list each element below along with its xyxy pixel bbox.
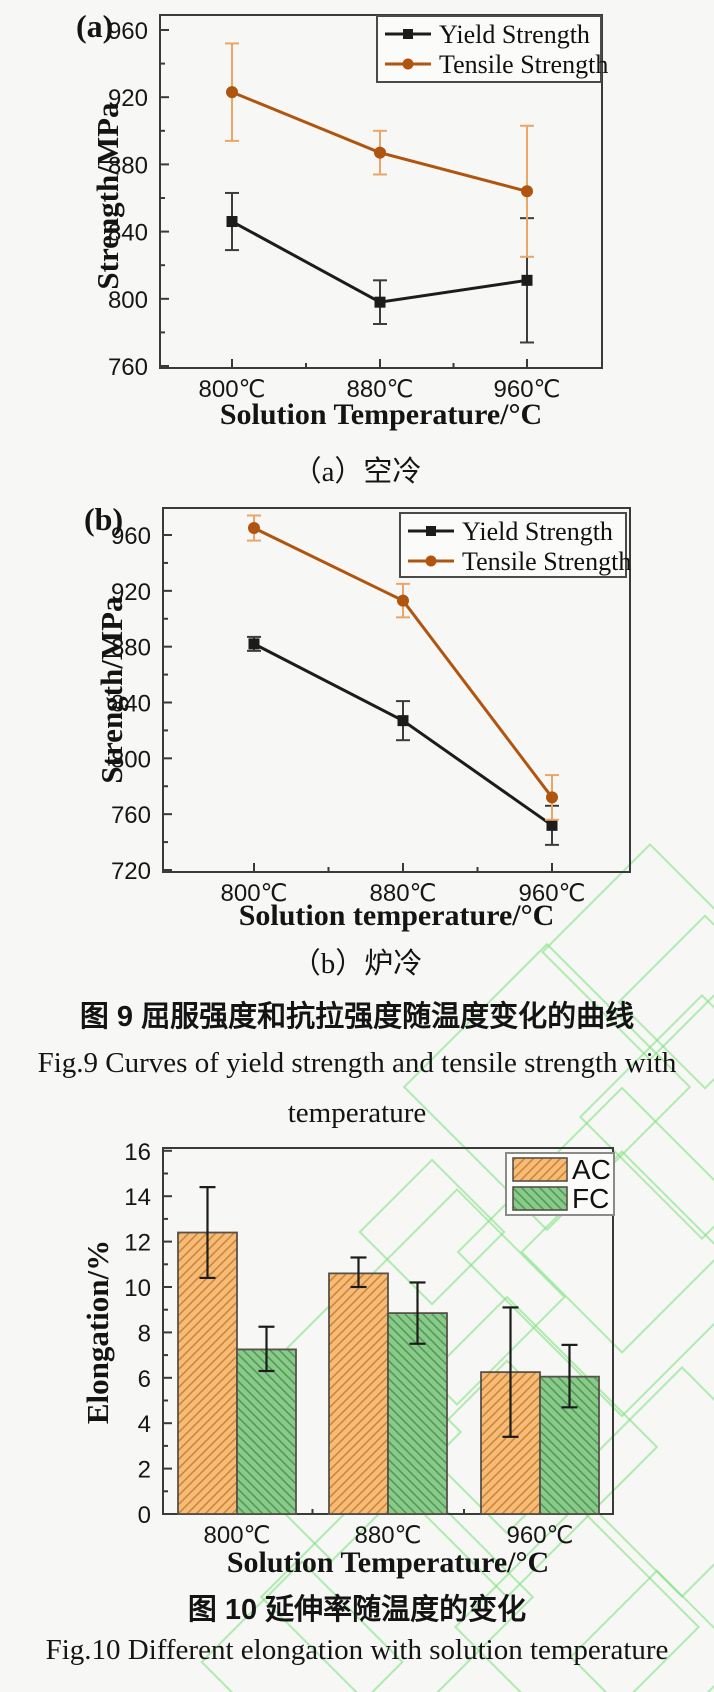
panel-label-b: (b)	[84, 501, 124, 537]
bar-hatch	[388, 1313, 447, 1514]
y-tick-label: 800	[108, 287, 148, 314]
y-tick-label: 800	[111, 746, 151, 773]
circle-marker	[402, 58, 414, 70]
y-axis-title-fig9b: Strength/MPa	[94, 596, 129, 784]
square-marker	[546, 819, 558, 831]
x-tick-label: 960℃	[507, 1522, 574, 1549]
x-axis-title-fig9b: Solution temperature/°C	[238, 899, 555, 932]
legend-label: FC	[572, 1183, 609, 1214]
legend-box	[399, 512, 627, 578]
legend-swatch-border	[512, 1157, 568, 1182]
circle-marker	[546, 791, 558, 804]
y-tick-label: 14	[124, 1184, 151, 1211]
y-axis-title-fig10: Elongation/%	[80, 1239, 115, 1425]
square-marker	[248, 638, 260, 650]
figure10-caption-zh: 图 10 延伸率随温度的变化	[187, 1594, 527, 1626]
y-tick-label: 840	[108, 220, 148, 247]
circle-marker	[226, 86, 238, 99]
y-tick-label: 2	[138, 1457, 151, 1484]
x-axis-title-fig9a: Solution Temperature/°C	[219, 398, 543, 431]
square-marker	[403, 29, 413, 39]
x-tick-label: 800℃	[221, 880, 288, 907]
x-axis-title-fig10: Solution Temperature/°C	[226, 1546, 550, 1579]
y-tick-label: 0	[138, 1502, 151, 1529]
square-marker	[374, 296, 386, 308]
y-tick-label: 760	[108, 354, 148, 381]
circle-marker	[397, 594, 409, 607]
y-tick-label: 10	[124, 1275, 151, 1302]
legend-label: Yield Strength	[439, 20, 590, 49]
fig9a-line-chart: 760 800 840 880 920 960 800℃ 880℃ 960℃ Yield Stre…	[108, 14, 608, 403]
y-axis-title-fig9a: Strength/MPa	[90, 102, 125, 290]
fig9b-series-yield-strength	[247, 635, 559, 846]
y-tick-label: 720	[111, 858, 151, 885]
panel-label-a: (a)	[76, 8, 114, 44]
circle-marker	[374, 146, 386, 159]
y-tick-label: 12	[124, 1230, 151, 1257]
fig9a-series-tensile-strength	[225, 42, 534, 258]
y-tick-label: 960	[111, 523, 151, 550]
x-tick-label: 960℃	[494, 376, 561, 403]
circle-marker	[521, 185, 533, 198]
fig10-series-fc	[236, 1312, 600, 1515]
square-marker	[226, 216, 238, 228]
x-tick-label: 800℃	[199, 376, 266, 403]
legend-label: Tensile Strength	[462, 547, 631, 576]
legend-swatch-hatch	[513, 1187, 567, 1210]
x-tick-label: 960℃	[519, 880, 586, 907]
square-marker	[397, 715, 409, 727]
plot-border	[162, 507, 631, 873]
circle-marker	[425, 555, 437, 567]
y-tick-label: 760	[111, 802, 151, 829]
y-tick-label: 840	[111, 691, 151, 718]
x-tick-label: 880℃	[347, 376, 414, 403]
sub-caption-a: （a）空冷	[292, 456, 422, 488]
square-marker	[521, 274, 533, 286]
y-tick-label: 920	[111, 579, 151, 606]
y-tick-label: 920	[108, 85, 148, 112]
x-tick-label: 800℃	[204, 1522, 271, 1549]
sub-caption-b: （b）炉冷	[291, 948, 423, 980]
legend-swatch-hatch	[513, 1158, 567, 1181]
y-tick-label: 8	[138, 1320, 151, 1347]
bar-hatch	[329, 1273, 388, 1514]
y-tick-label: 880	[108, 152, 148, 179]
x-tick-label: 880℃	[370, 880, 437, 907]
square-marker	[426, 526, 436, 536]
y-tick-label: 960	[108, 18, 148, 45]
x-tick-label: 880℃	[355, 1522, 422, 1549]
circle-marker	[248, 522, 260, 535]
figure10-caption-en: Fig.10 Different elongation with solutio…	[45, 1634, 669, 1666]
figure9-caption-en-line1: Fig.9 Curves of yield strength and tensi…	[37, 1047, 677, 1079]
figure9-caption-en-line2: temperature	[287, 1097, 427, 1129]
y-tick-label: 16	[124, 1139, 151, 1166]
fig9b-series-tensile-strength	[247, 514, 559, 821]
bar-hatch	[237, 1349, 296, 1514]
legend-box	[376, 15, 602, 83]
y-tick-label: 880	[111, 635, 151, 662]
figure9-caption-zh: 图 9 屈服强度和抗拉强度随温度变化的曲线	[79, 1001, 635, 1033]
legend-label: AC	[572, 1154, 611, 1185]
legend-label: Yield Strength	[462, 517, 613, 546]
y-tick-label: 4	[138, 1411, 151, 1438]
fig9b-line-chart: 720 760 800 840 880 920 960 800℃ 880℃ 960℃ Yield S…	[111, 507, 631, 907]
legend-swatch-border	[512, 1186, 568, 1211]
fig9a-series-yield-strength	[225, 191, 534, 344]
legend-label: Tensile Strength	[439, 50, 608, 79]
bar-hatch	[178, 1232, 237, 1514]
y-tick-label: 6	[138, 1366, 151, 1393]
